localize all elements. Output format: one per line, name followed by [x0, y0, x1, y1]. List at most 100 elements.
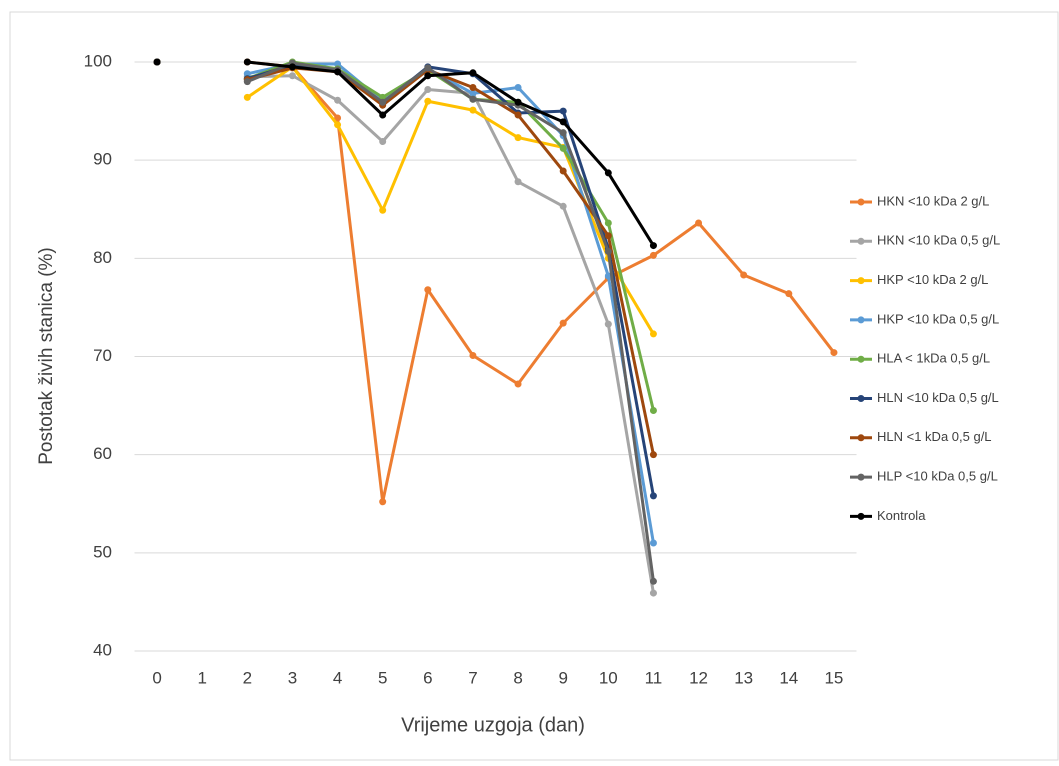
data-point — [649, 251, 657, 259]
data-point — [649, 577, 657, 585]
data-point — [559, 118, 567, 126]
x-tick-label: 13 — [734, 668, 753, 687]
data-point — [379, 98, 387, 106]
data-point — [243, 58, 251, 66]
data-point — [604, 219, 612, 227]
x-tick-label: 10 — [599, 668, 618, 687]
data-point — [649, 330, 657, 338]
data-point — [649, 406, 657, 414]
legend-label: HLN <10 kDa 0,5 g/L — [877, 390, 999, 405]
y-tick-label: 90 — [93, 150, 112, 169]
x-tick-label: 12 — [689, 668, 708, 687]
data-point — [469, 106, 477, 114]
data-point — [334, 114, 342, 122]
x-tick-label: 8 — [513, 668, 522, 687]
y-tick-label: 50 — [93, 542, 112, 561]
data-point — [604, 320, 612, 328]
x-tick-label: 2 — [243, 668, 252, 687]
data-point — [153, 58, 161, 66]
x-tick-label: 0 — [152, 668, 161, 687]
data-point — [559, 202, 567, 210]
legend-label: HKP <10 kDa 0,5 g/L — [877, 311, 999, 326]
y-tick-label: 40 — [93, 640, 112, 659]
data-point — [514, 111, 522, 119]
data-point — [424, 85, 432, 93]
x-tick-label: 15 — [824, 668, 843, 687]
legend-marker — [857, 277, 865, 285]
data-point — [334, 96, 342, 104]
x-tick-label: 1 — [197, 668, 206, 687]
legend-label: HKN <10 kDa 0,5 g/L — [877, 233, 1000, 248]
data-point — [243, 78, 251, 86]
data-point — [559, 319, 567, 327]
data-point — [785, 290, 793, 298]
series-line — [247, 60, 836, 504]
series-line — [247, 60, 655, 247]
data-point — [334, 60, 342, 68]
data-point — [649, 242, 657, 250]
data-point — [649, 539, 657, 547]
y-tick-label: 100 — [84, 51, 112, 70]
legend-marker — [857, 237, 865, 245]
data-point — [379, 138, 387, 146]
series-line — [246, 61, 655, 582]
data-point — [695, 219, 703, 227]
x-tick-label: 11 — [645, 668, 663, 687]
x-axis-title: Vrijeme uzgoja (dan) — [401, 714, 585, 736]
y-tick-label: 80 — [93, 248, 112, 267]
legend-marker — [857, 316, 865, 324]
x-tick-label: 6 — [423, 668, 432, 687]
data-point — [604, 232, 612, 240]
x-tick-label: 3 — [288, 668, 297, 687]
data-point — [559, 129, 567, 137]
legend-label: HLP <10 kDa 0,5 g/L — [877, 469, 998, 484]
legend-marker — [857, 473, 865, 481]
data-point — [288, 63, 296, 71]
data-point — [469, 84, 477, 92]
data-point — [334, 121, 342, 129]
legend-label: Kontrola — [877, 508, 926, 523]
x-tick-label: 7 — [468, 668, 477, 687]
data-point — [424, 97, 432, 105]
data-point — [469, 89, 477, 97]
y-tick-label: 70 — [93, 346, 112, 365]
data-point — [424, 72, 432, 80]
data-point — [830, 349, 838, 357]
legend-label: HKN <10 kDa 2 g/L — [877, 193, 989, 208]
data-point — [469, 95, 477, 103]
x-tick-label: 5 — [378, 668, 387, 687]
data-point — [379, 206, 387, 214]
legend-marker — [857, 512, 865, 520]
x-tick-label: 9 — [558, 668, 567, 687]
x-tick-label: 4 — [333, 668, 342, 687]
legend-label: HKP <10 kDa 2 g/L — [877, 272, 988, 287]
legend-label: HLA < 1kDa 0,5 g/L — [877, 351, 990, 366]
data-point — [649, 492, 657, 500]
data-point — [288, 72, 296, 80]
data-point — [514, 98, 522, 106]
legend-marker — [857, 434, 865, 442]
y-axis-title: Postotak živih stanica (%) — [36, 247, 57, 465]
data-point — [649, 451, 657, 459]
data-point — [379, 498, 387, 506]
data-point — [469, 352, 477, 360]
data-point — [334, 68, 342, 76]
data-point — [604, 169, 612, 177]
x-tick-label: 14 — [779, 668, 798, 687]
data-point — [740, 271, 748, 279]
data-point — [604, 247, 612, 255]
chart-frame — [9, 11, 1059, 761]
legend-label: HLN <1 kDa 0,5 g/L — [877, 429, 992, 444]
data-point — [379, 111, 387, 119]
legend-marker — [857, 198, 865, 206]
y-tick-label: 60 — [93, 444, 112, 463]
data-point — [559, 107, 567, 115]
data-point — [424, 286, 432, 294]
data-point — [243, 93, 251, 101]
data-point — [514, 84, 522, 92]
data-point — [469, 69, 477, 77]
series-line — [247, 74, 655, 594]
data-point — [243, 70, 251, 78]
